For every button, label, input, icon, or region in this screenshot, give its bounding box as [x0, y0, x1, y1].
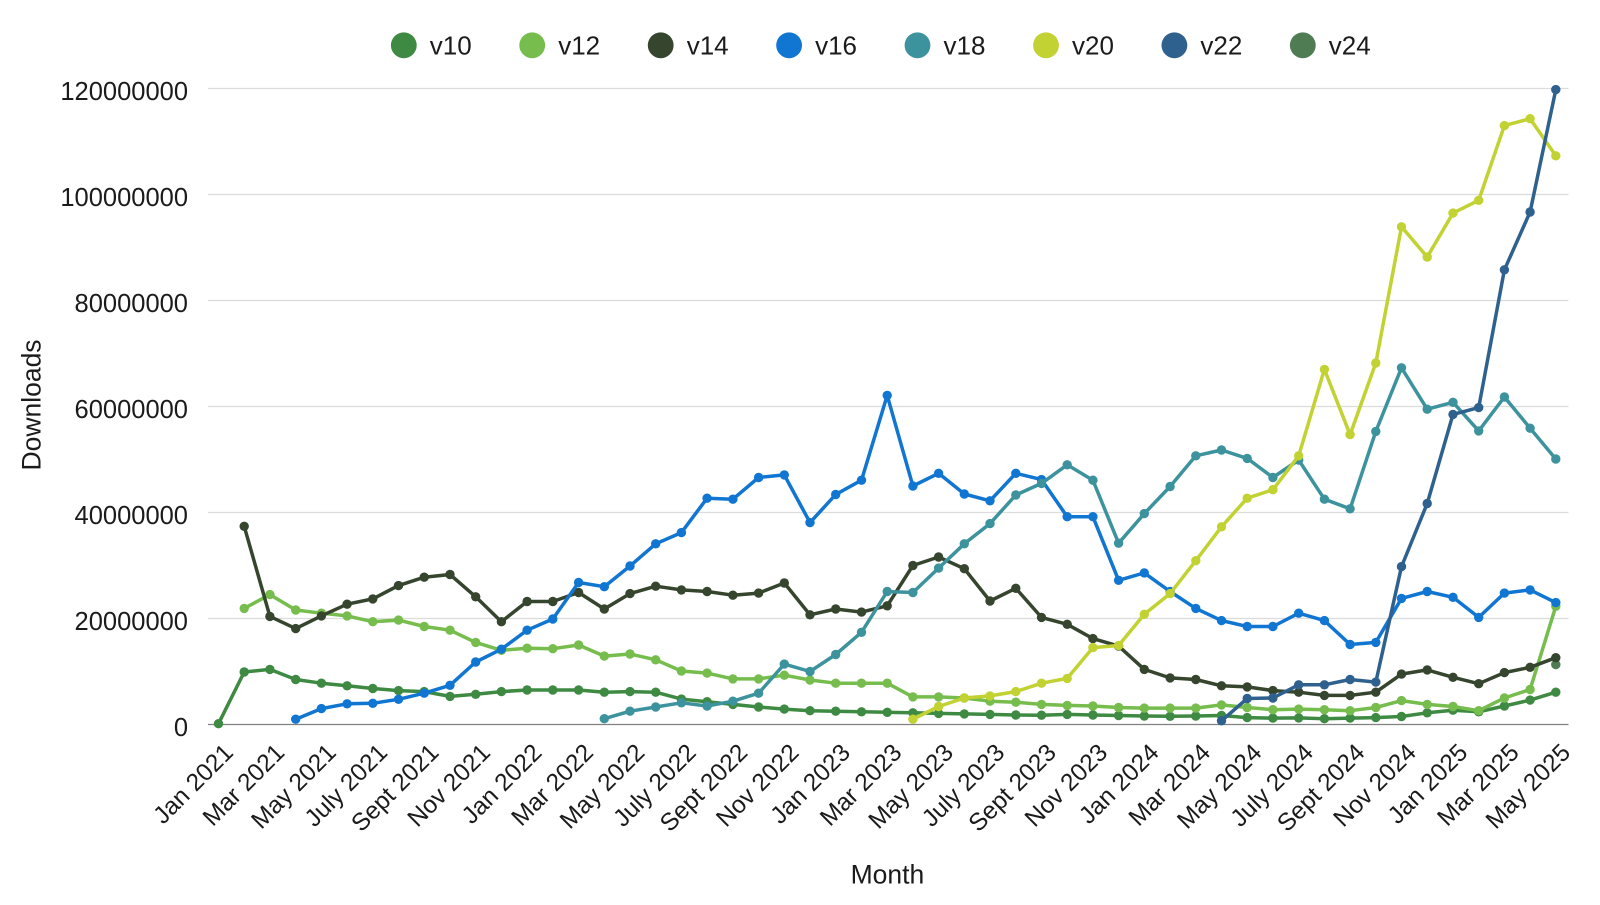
svg-text:20000000: 20000000: [75, 608, 188, 636]
svg-text:v18: v18: [944, 31, 986, 61]
svg-text:60000000: 60000000: [75, 396, 188, 424]
svg-text:v20: v20: [1072, 31, 1114, 61]
svg-text:100000000: 100000000: [60, 184, 188, 212]
svg-text:v22: v22: [1200, 31, 1242, 61]
svg-text:40000000: 40000000: [75, 502, 188, 530]
svg-text:0: 0: [174, 714, 188, 742]
svg-text:v12: v12: [558, 31, 600, 61]
svg-text:Month: Month: [851, 860, 925, 890]
svg-text:80000000: 80000000: [75, 290, 188, 318]
svg-text:v16: v16: [815, 31, 857, 61]
svg-text:120000000: 120000000: [60, 78, 188, 106]
svg-text:v10: v10: [430, 31, 472, 61]
svg-text:v14: v14: [687, 31, 729, 61]
svg-text:Downloads: Downloads: [17, 339, 47, 470]
svg-text:v24: v24: [1329, 31, 1371, 61]
